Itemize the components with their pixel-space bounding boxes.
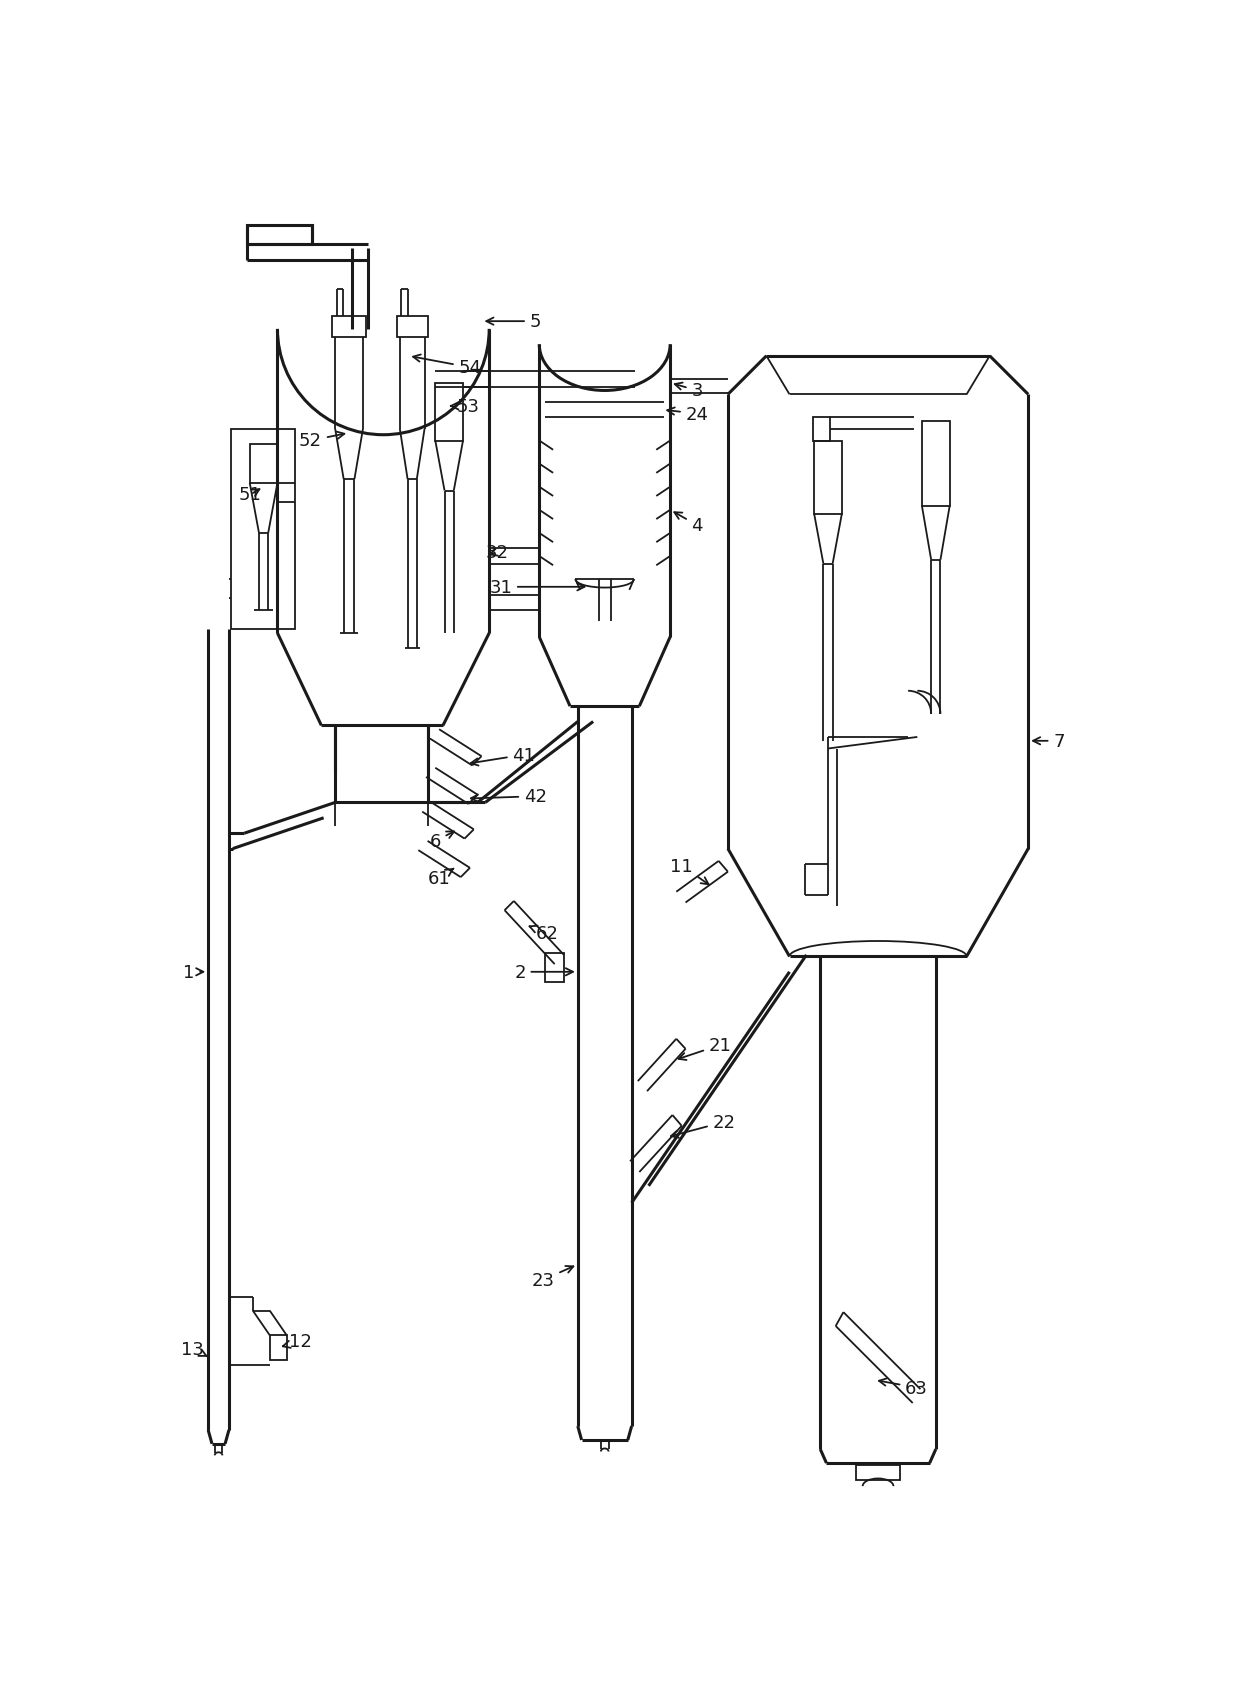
Text: 54: 54 [413,355,481,377]
Text: 7: 7 [1033,733,1065,750]
Bar [857,1464,899,1480]
Text: 42: 42 [471,787,547,806]
Text: 51: 51 [239,486,262,503]
Text: 5: 5 [486,312,541,331]
Text: 21: 21 [678,1037,732,1061]
Text: 32: 32 [485,544,508,562]
Text: 6: 6 [429,833,454,850]
Text: 1: 1 [184,963,203,981]
Text: 4: 4 [675,513,703,535]
Text: 24: 24 [667,405,708,424]
Text: 63: 63 [879,1378,928,1397]
Bar [544,953,564,983]
Text: 31: 31 [490,578,584,596]
Bar [397,316,428,338]
Text: 53: 53 [451,397,480,415]
Text: 41: 41 [471,747,536,767]
Text: 13: 13 [181,1341,207,1358]
Text: 2: 2 [515,963,573,981]
Bar [247,226,312,245]
Bar [270,1336,286,1360]
Bar [249,446,278,483]
Text: 62: 62 [529,926,558,942]
Text: 22: 22 [671,1113,735,1138]
Text: 3: 3 [675,382,703,400]
Bar [812,419,830,441]
Text: 12: 12 [283,1333,312,1351]
Text: 11: 11 [671,856,708,885]
Text: 61: 61 [428,870,454,887]
Text: 23: 23 [532,1267,573,1289]
Bar [231,429,295,630]
Bar [435,383,463,441]
Text: 52: 52 [299,432,345,451]
Bar [815,441,842,515]
Bar [921,422,950,507]
Bar [332,316,366,338]
